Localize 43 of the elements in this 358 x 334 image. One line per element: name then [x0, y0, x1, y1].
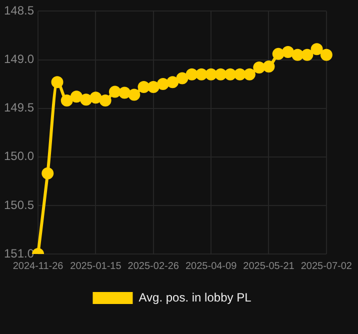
point [60, 94, 73, 107]
point [118, 86, 131, 99]
point [147, 80, 160, 93]
point [90, 92, 102, 104]
point [301, 48, 314, 61]
point [214, 68, 227, 80]
y-tick-label: 150.5 [4, 198, 34, 212]
point [80, 94, 92, 106]
point [282, 46, 294, 58]
point [224, 68, 236, 80]
point [253, 62, 266, 74]
y-tick-label: 150.0 [4, 149, 34, 164]
point [128, 88, 140, 101]
point [42, 167, 54, 180]
y-tick-label: 148.5 [4, 4, 34, 18]
point [138, 80, 150, 93]
point [108, 86, 121, 98]
point [205, 68, 218, 80]
x-tick-label: 2025-01-15 [70, 260, 122, 272]
point [262, 60, 275, 73]
legend-label: Avg. pos. in lobby PL [138, 290, 252, 304]
point [310, 43, 323, 56]
point [157, 78, 169, 90]
y-tick-label: 149.5 [4, 100, 34, 115]
point [272, 48, 284, 60]
point [176, 72, 188, 84]
point [186, 68, 198, 80]
point [234, 68, 246, 80]
y-tick-label: 149.0 [4, 52, 34, 66]
point [292, 48, 304, 61]
point [70, 90, 82, 103]
point [51, 76, 64, 88]
point [320, 48, 332, 61]
point [166, 76, 179, 88]
x-tick-label: 2024-11-26 [12, 260, 64, 272]
x-tick-label: 2025-04-09 [185, 260, 238, 272]
x-tick-label: 2025-02-26 [128, 260, 180, 272]
x-tick-label: 2025-07-02 [300, 260, 352, 272]
x-tick-label: 2025-05-21 [243, 260, 295, 272]
point [244, 68, 256, 80]
point [99, 94, 112, 107]
point [195, 68, 208, 80]
y-tick-label: 151.0 [4, 246, 34, 260]
